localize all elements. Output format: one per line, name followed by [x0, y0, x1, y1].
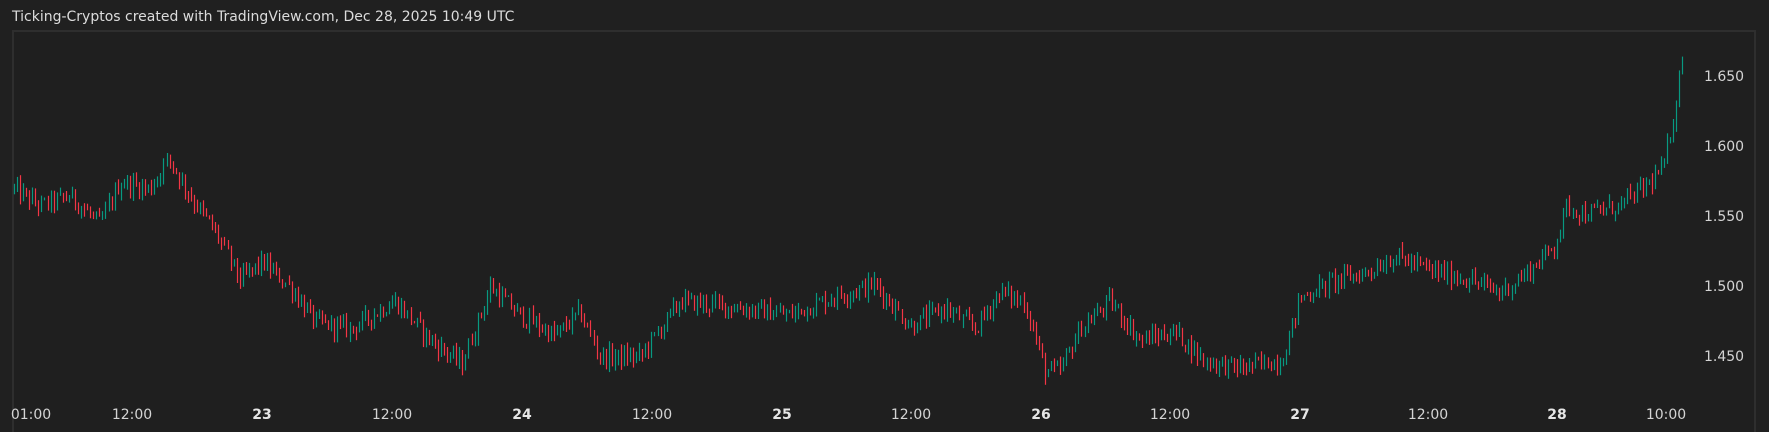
price-tick-label: 1.600 [1704, 139, 1745, 155]
time-tick-label: 01:00 [10, 407, 52, 423]
price-tick-label: 1.650 [1704, 69, 1745, 85]
time-tick-label: 12:00 [631, 407, 673, 423]
time-tick-label: 12:00 [890, 407, 932, 423]
time-tick-label: 27 [1290, 407, 1310, 423]
time-tick-label: 25 [772, 407, 792, 423]
time-tick-label: 12:00 [371, 407, 413, 423]
time-tick-label: 24 [512, 407, 532, 423]
price-tick-label: 1.500 [1704, 279, 1745, 295]
price-tick-label: 1.550 [1704, 209, 1745, 225]
chart-caption: Ticking-Cryptos created with TradingView… [12, 9, 515, 25]
time-tick-label: 28 [1547, 407, 1567, 423]
time-tick-label: 12:00 [111, 407, 153, 423]
time-tick-label: 12:00 [1149, 407, 1191, 423]
time-tick-label: 23 [252, 407, 272, 423]
time-tick-label: 12:00 [1407, 407, 1449, 423]
price-tick-label: 1.450 [1704, 349, 1745, 365]
time-tick-label: 26 [1031, 407, 1051, 423]
chart-frame[interactable] [12, 30, 1756, 432]
time-tick-label: 10:00 [1645, 407, 1687, 423]
